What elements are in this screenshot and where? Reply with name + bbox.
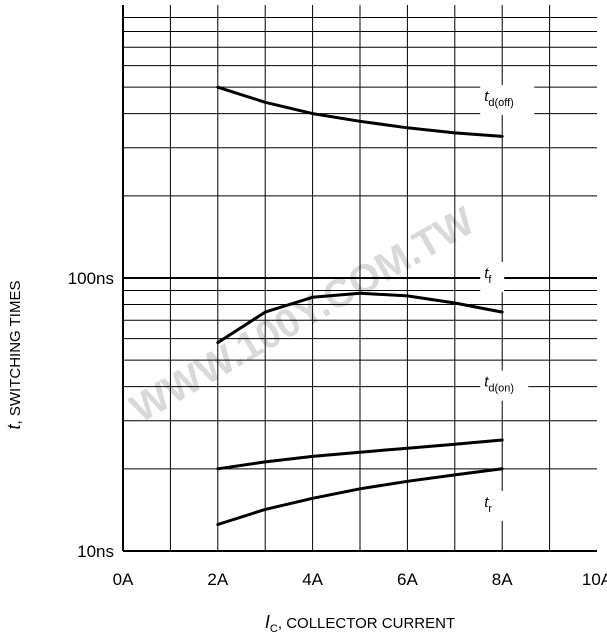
x-tick-label: 6A	[397, 570, 418, 589]
curve-label-background	[480, 490, 505, 521]
series-curve-doff	[216, 85, 504, 138]
y-axis-label: t, SWITCHING TIMES	[4, 281, 24, 430]
x-tick-label: 0A	[113, 570, 134, 589]
watermark-text: WWW.100Y.COM.TW	[123, 199, 482, 432]
tick-labels: 0A 2A 4A 6A 8A 10A 10ns 100ns	[68, 269, 607, 589]
curve-label-don: td(on)	[484, 374, 514, 395]
curve-label-background	[480, 84, 535, 115]
x-tick-label: 10A	[582, 570, 607, 589]
x-tick-label: 4A	[302, 570, 323, 589]
x-tick-label: 8A	[492, 570, 513, 589]
curve-label-r: tr	[484, 494, 492, 515]
curve-label-background	[480, 262, 505, 292]
grid	[122, 5, 597, 552]
curve-label-doff: td(off)	[484, 88, 514, 109]
curve-label-background	[480, 370, 529, 401]
x-axis-label: IC, COLLECTOR CURRENT	[265, 612, 455, 635]
series-curve-r	[216, 467, 504, 526]
curve-labels: td(off) tf td(on) tr	[480, 84, 535, 521]
x-tick-label: 2A	[207, 570, 228, 589]
series-curve-don	[216, 438, 504, 471]
curves	[216, 85, 504, 526]
y-tick-label: 10ns	[77, 542, 114, 561]
y-tick-label: 100ns	[68, 269, 114, 288]
curve-label-f: tf	[484, 265, 492, 286]
series-curve-f	[216, 291, 504, 345]
